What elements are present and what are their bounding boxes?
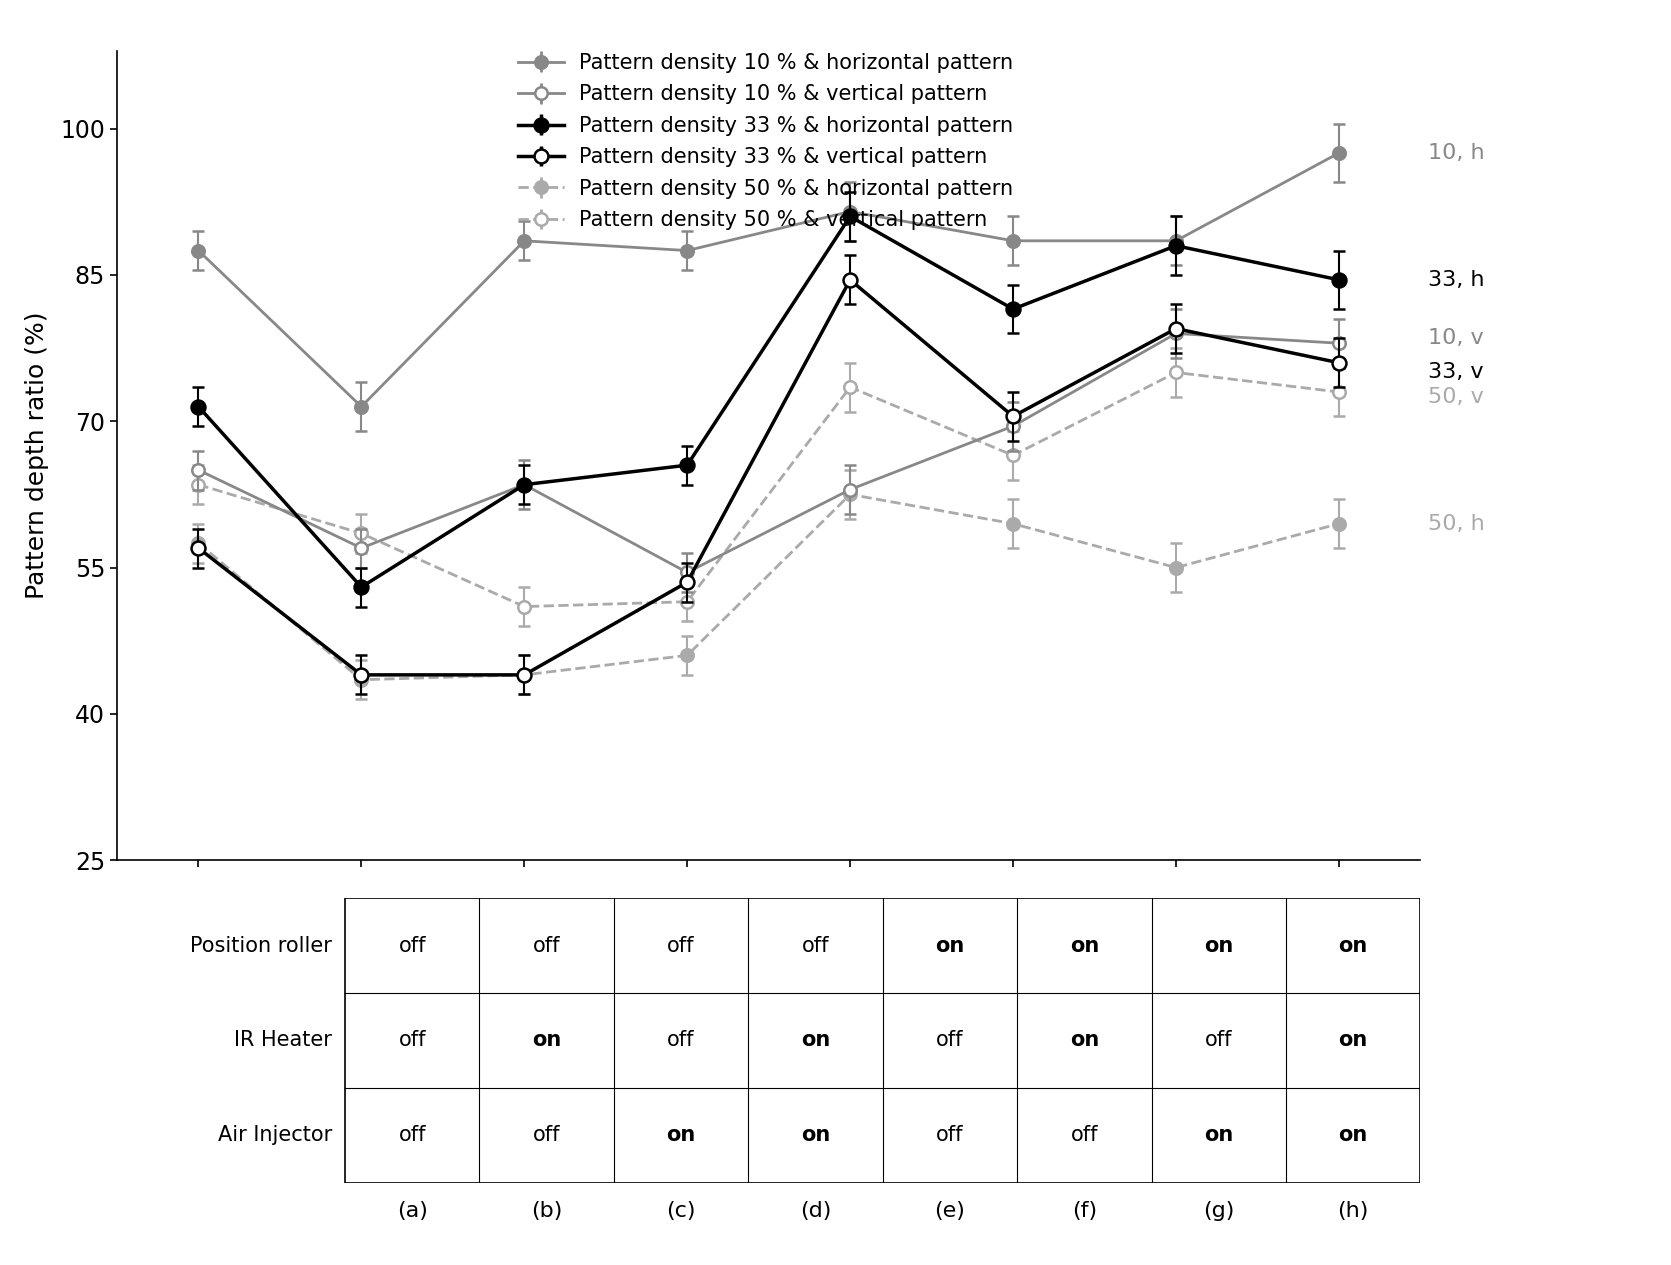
Text: (e): (e) xyxy=(934,1200,966,1221)
Text: (g): (g) xyxy=(1203,1200,1235,1221)
Text: on: on xyxy=(667,1126,695,1145)
Text: on: on xyxy=(1338,1031,1369,1050)
Text: Position roller: Position roller xyxy=(190,936,333,955)
Text: 33, v: 33, v xyxy=(1429,363,1484,382)
Text: off: off xyxy=(398,1031,426,1050)
Text: on: on xyxy=(1069,1031,1100,1050)
Text: on: on xyxy=(1338,1126,1369,1145)
Text: 10, h: 10, h xyxy=(1429,143,1486,163)
Y-axis label: Pattern depth ratio (%): Pattern depth ratio (%) xyxy=(25,311,48,600)
Text: (c): (c) xyxy=(667,1200,695,1221)
Text: off: off xyxy=(1205,1031,1233,1050)
Text: 10, v: 10, v xyxy=(1429,329,1484,348)
Text: off: off xyxy=(398,936,426,955)
Text: 50, v: 50, v xyxy=(1429,387,1484,407)
Text: (h): (h) xyxy=(1337,1200,1369,1221)
Text: (f): (f) xyxy=(1071,1200,1096,1221)
Text: off: off xyxy=(802,936,829,955)
Text: off: off xyxy=(936,1126,964,1145)
Text: on: on xyxy=(800,1126,830,1145)
Text: off: off xyxy=(533,1126,560,1145)
Text: off: off xyxy=(398,1126,426,1145)
Text: IR Heater: IR Heater xyxy=(234,1031,333,1050)
Text: on: on xyxy=(1338,936,1369,955)
Text: on: on xyxy=(1205,936,1233,955)
Text: on: on xyxy=(531,1031,561,1050)
Legend: Pattern density 10 % & horizontal pattern, Pattern density 10 % & vertical patte: Pattern density 10 % & horizontal patter… xyxy=(518,53,1013,230)
Text: off: off xyxy=(667,936,695,955)
Text: on: on xyxy=(1205,1126,1233,1145)
Text: off: off xyxy=(533,936,560,955)
Text: on: on xyxy=(1069,936,1100,955)
Text: (d): (d) xyxy=(800,1200,830,1221)
Text: off: off xyxy=(1071,1126,1098,1145)
Text: off: off xyxy=(936,1031,964,1050)
Text: (a): (a) xyxy=(396,1200,428,1221)
Text: on: on xyxy=(936,936,964,955)
Text: off: off xyxy=(667,1031,695,1050)
Text: 33, h: 33, h xyxy=(1429,269,1486,290)
Text: Air Injector: Air Injector xyxy=(217,1126,333,1145)
Text: (b): (b) xyxy=(531,1200,563,1221)
Text: on: on xyxy=(800,1031,830,1050)
Text: 50, h: 50, h xyxy=(1429,514,1486,534)
